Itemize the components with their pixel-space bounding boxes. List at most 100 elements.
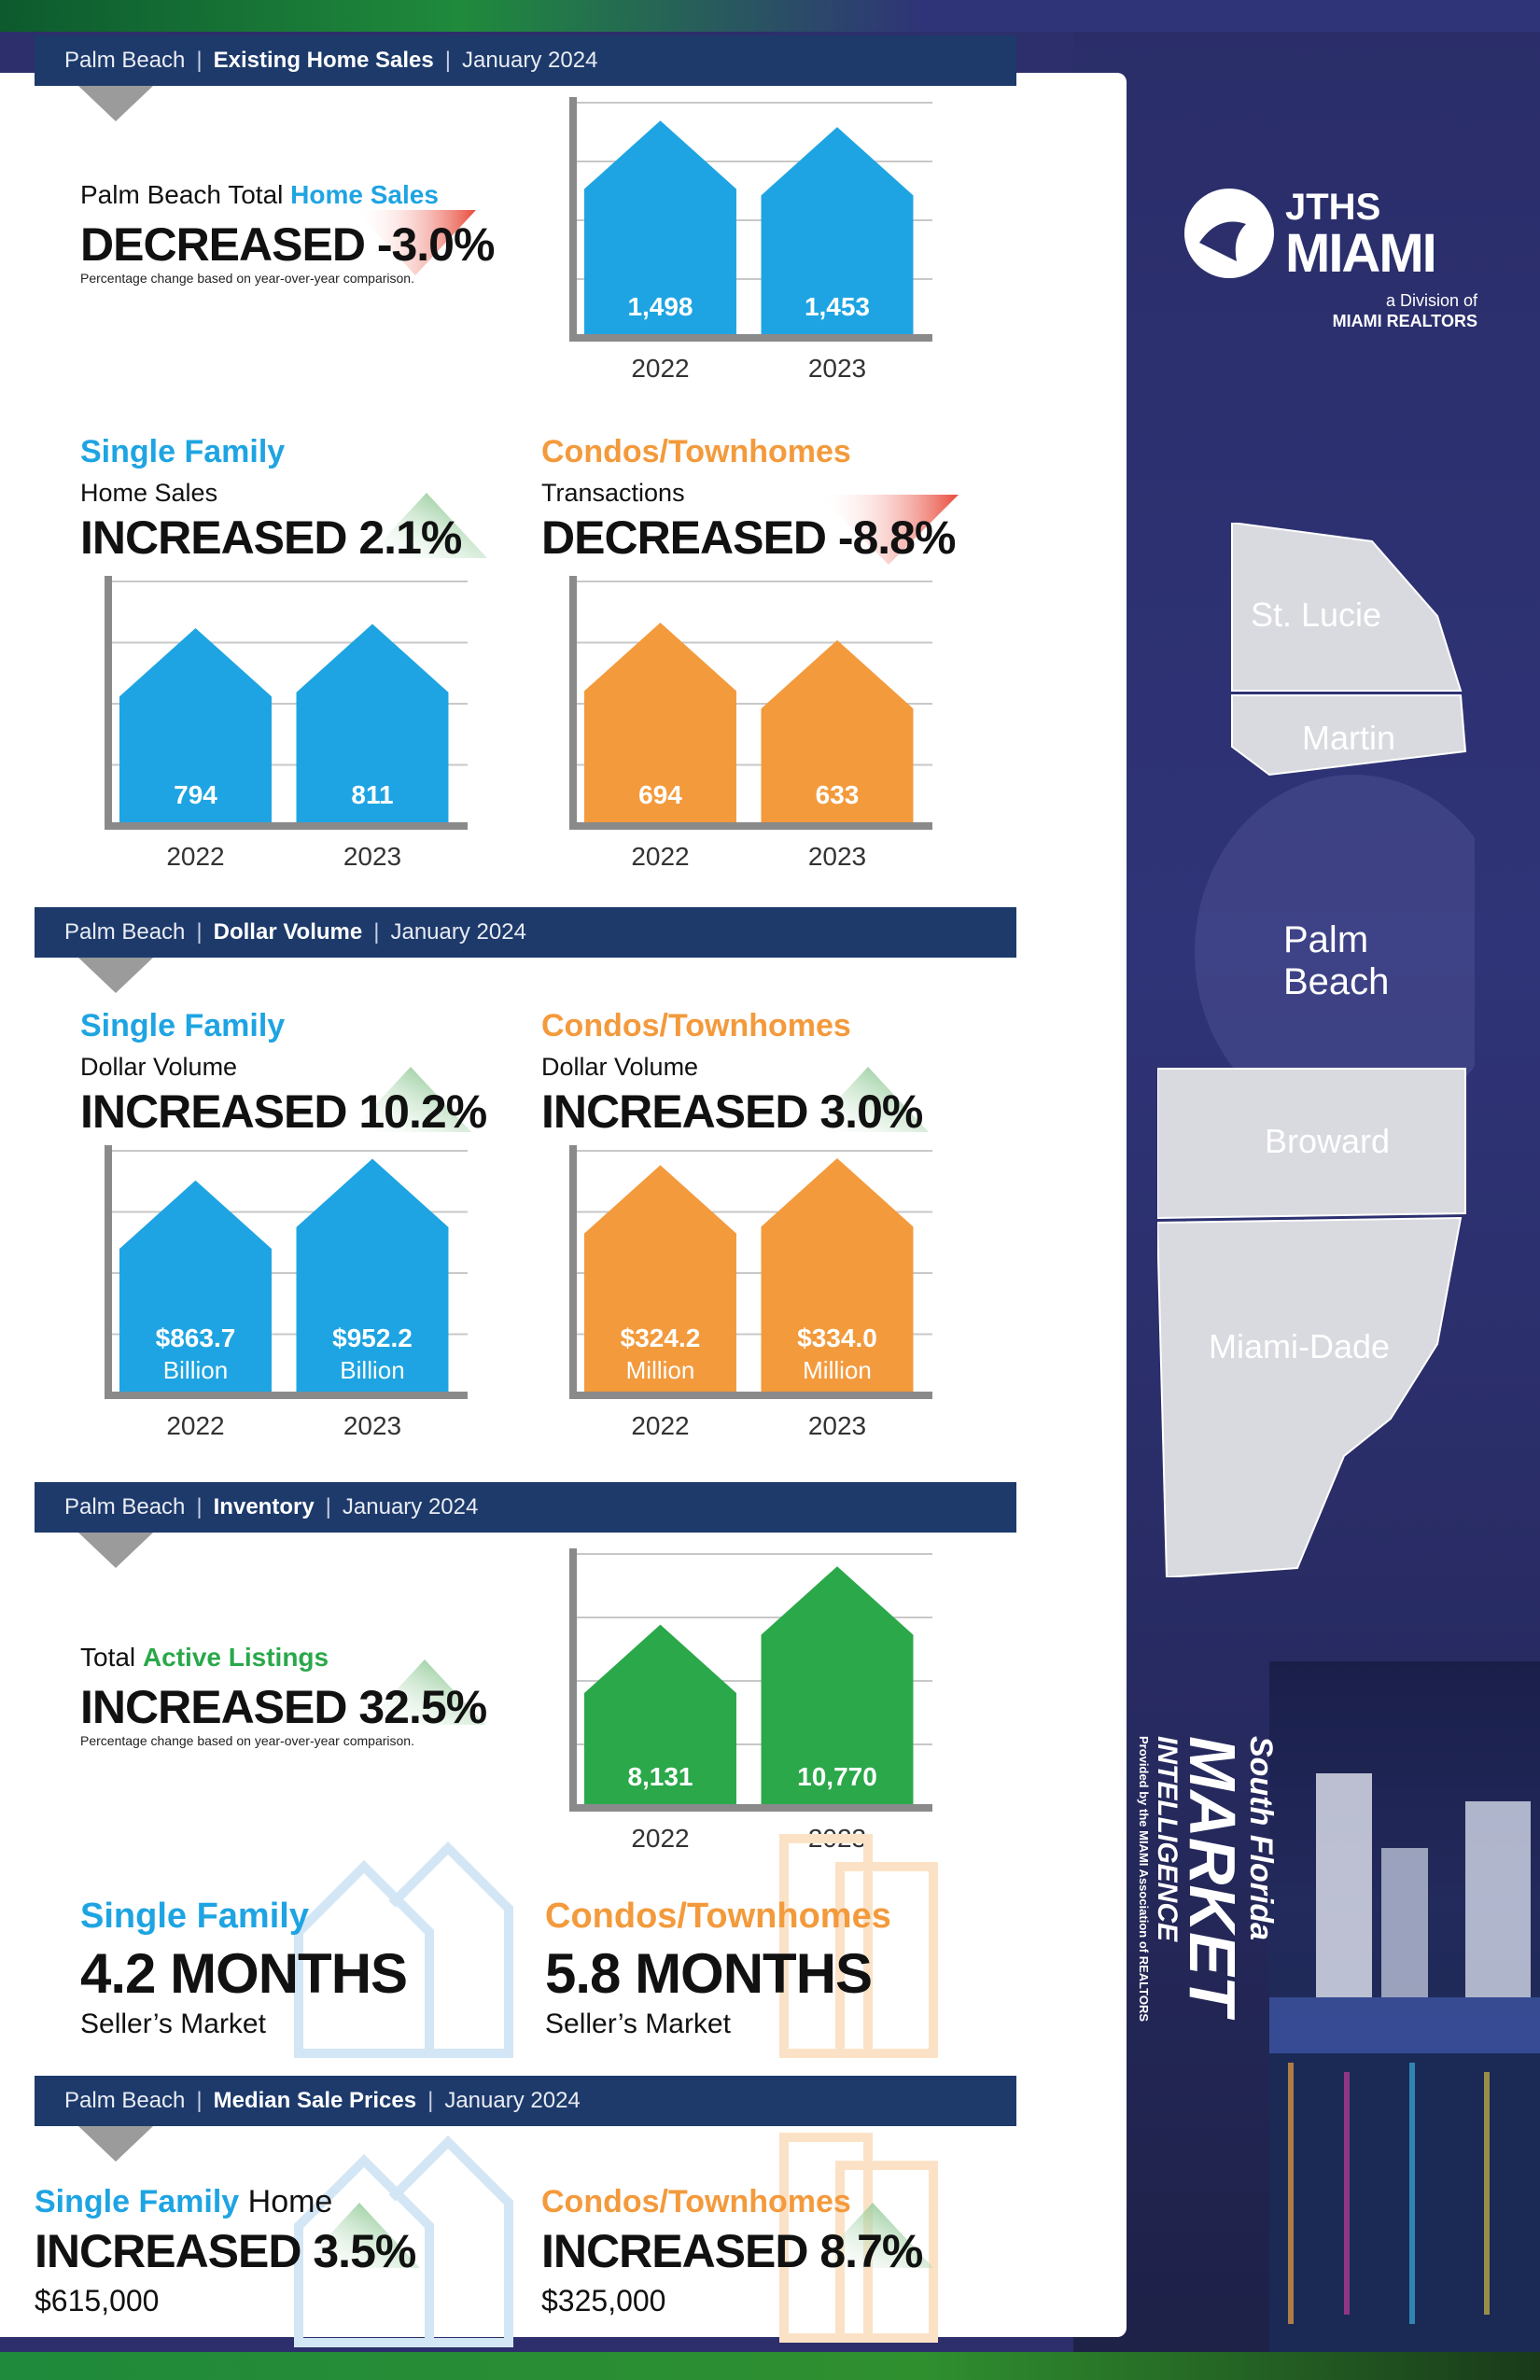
section-header-existing-home-sales: Palm Beach | Existing Home Sales | Janua… [35,35,1016,86]
logo-realtors-text: MIAMI REALTORS [1332,312,1477,330]
listings-headline: INCREASED 32.5% [80,1681,487,1733]
bar-value-label: 1,453 [805,292,870,321]
section-notch [78,1533,153,1568]
bar-value-label: $863.7 [156,1323,236,1352]
x-tick-label: 2022 [166,842,224,871]
sf-dollar-category: Single Family [80,1008,286,1043]
x-tick-label: 2023 [343,842,401,871]
condo-sales-subtitle: Transactions [541,479,685,507]
x-tick-label: 2023 [808,354,866,383]
section-region: Palm Beach [64,919,186,945]
house-watermark-icon [294,2135,513,2347]
up-trend-arrow-icon [366,493,487,558]
kicker-text: Home [239,2184,333,2219]
bar-2022 [584,1624,736,1804]
bar-value-label: 794 [174,780,217,809]
building-watermark-icon [779,1834,938,2058]
x-tick-label: 2023 [808,842,866,871]
section-notch [78,958,153,993]
section-period: January 2024 [461,48,598,73]
up-trend-arrow-icon [299,2203,420,2268]
median-condo-price: $325,000 [541,2284,666,2317]
bar-unit-label: Million [803,1356,872,1384]
sf-sales-headline: INCREASED 2.1% [80,511,462,564]
total-sales-headline: DECREASED -3.0% [80,218,495,271]
map-label-broward: Broward [1265,1122,1391,1160]
x-tick-label: 2023 [343,1411,401,1440]
condo-supply-market: Seller’s Market [545,2009,731,2039]
condo-supply-category: Condos/Townhomes [545,1897,891,1936]
x-tick-label: 2023 [808,1411,866,1440]
total-sales-note: Percentage change based on year-over-yea… [80,271,414,286]
separator: | [444,48,451,73]
bar-value-label: $324.2 [621,1323,701,1352]
section-region: Palm Beach [64,48,186,73]
up-trend-arrow-icon [350,1067,471,1132]
bottom-strip [0,2352,1540,2380]
bar-2023 [761,1566,914,1804]
bar-value-label: 8,131 [627,1762,693,1791]
sf-supply-market: Seller’s Market [80,2009,266,2039]
sf-supply-category: Single Family [80,1897,309,1936]
kicker-highlight: Single Family [35,2184,240,2219]
logo-division-text: a Division of [1385,291,1477,310]
bar-2022 [584,120,736,334]
condo-sales-category: Condos/Townhomes [541,434,851,469]
sf-dollar-headline: INCREASED 10.2% [80,1085,487,1138]
bar-2023 [761,1157,914,1392]
chart-total-home-sales: 1,498 2022 1,453 2023 [569,97,932,383]
chart-condo-transactions: 694 2022 633 2023 [569,576,932,871]
bar-value-label: 10,770 [797,1762,877,1791]
chart-sf-home-sales: 794 2022 811 2023 [105,576,468,871]
bar-unit-label: Billion [163,1356,228,1384]
bar-value-label: 694 [638,780,682,809]
median-condo-category: Condos/Townhomes [541,2184,851,2219]
x-tick-label: 2022 [631,842,689,871]
total-sales-kicker: Palm Beach Total Home Sales [80,180,439,210]
section-header-median-sale-prices: Palm Beach | Median Sale Prices | Januar… [35,2076,1016,2126]
up-trend-arrow-icon [807,1067,929,1132]
section-topic: Dollar Volume [213,919,363,945]
chart-condo-dollar-volume: $324.2 Million 2022 $334.0 Million 2023 [569,1145,932,1440]
median-sf-kicker: Single Family Home [35,2184,332,2220]
bar-2022 [119,627,272,822]
kicker-highlight: Home Sales [290,180,439,209]
map-region-miami-dade [1155,1216,1463,1579]
separator: | [373,919,380,945]
map-region-st-lucie [1231,521,1463,692]
condo-dollar-headline: INCREASED 3.0% [541,1085,923,1138]
kicker-text: Palm Beach Total [80,180,291,209]
bar-2023 [761,639,914,822]
map-region-martin [1231,694,1467,777]
section-region: Palm Beach [64,2088,186,2113]
up-trend-arrow-icon [364,1659,485,1725]
section-topic: Median Sale Prices [213,2088,417,2113]
section-period: January 2024 [390,919,526,945]
sf-dollar-subtitle: Dollar Volume [80,1053,238,1081]
separator: | [427,2088,434,2113]
separator: | [196,2088,203,2113]
top-strip [0,0,1540,32]
map-region-broward [1156,1068,1466,1220]
listings-note: Percentage change based on year-over-yea… [80,1733,414,1748]
map-label-martin: Martin [1302,719,1396,757]
city-night-photo [1269,1661,1540,2352]
down-trend-arrow-icon [819,495,959,565]
south-florida-map: St. Lucie Martin Palm Beach Broward Miam… [1155,521,1512,1579]
x-tick-label: 2022 [631,1824,689,1853]
separator: | [196,1494,203,1519]
bar-value-label: $334.0 [797,1323,877,1352]
logo-top-text: JTHS [1285,187,1381,228]
section-topic: Existing Home Sales [213,48,434,73]
map-label-miami-dade: Miami-Dade [1209,1327,1391,1365]
condo-supply-value: 5.8 MONTHS [545,1942,873,2005]
section-header-inventory: Palm Beach | Inventory | January 2024 [35,1482,1016,1533]
kicker-highlight: Active Listings [142,1643,329,1672]
bar-value-label: $952.2 [332,1323,413,1352]
bar-value-label: 811 [351,780,393,809]
section-period: January 2024 [342,1494,479,1519]
condo-dollar-category: Condos/Townhomes [541,1008,851,1043]
bar-2023 [296,623,449,822]
sf-sales-subtitle: Home Sales [80,479,218,507]
